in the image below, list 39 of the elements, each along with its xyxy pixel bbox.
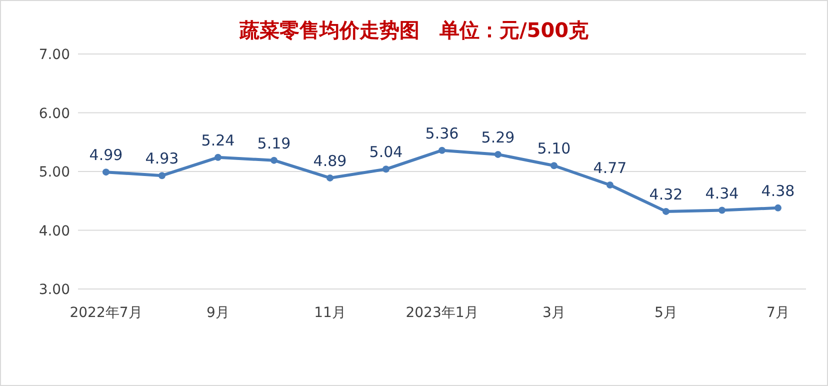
data-label: 4.38 bbox=[761, 182, 795, 200]
data-label: 4.99 bbox=[89, 146, 123, 164]
data-label: 5.36 bbox=[425, 124, 459, 142]
x-tick-label: 7月 bbox=[766, 305, 790, 321]
y-tick-label: 7.00 bbox=[38, 47, 70, 63]
chart-title: 蔬菜零售均价走势图 单位：元/500克 bbox=[238, 18, 589, 42]
point bbox=[718, 206, 726, 214]
point bbox=[382, 166, 390, 173]
x-tick-label: 2023年1月 bbox=[406, 305, 478, 321]
data-label: 4.77 bbox=[593, 159, 627, 178]
point bbox=[214, 154, 222, 161]
point bbox=[774, 204, 782, 212]
x-tick-label: 2022年7月 bbox=[70, 305, 142, 321]
point bbox=[494, 150, 502, 158]
point bbox=[102, 168, 110, 176]
point bbox=[270, 156, 278, 164]
x-tick-label: 9月 bbox=[206, 305, 230, 321]
point bbox=[158, 172, 166, 180]
data-label: 5.04 bbox=[369, 143, 403, 162]
data-label: 5.29 bbox=[481, 128, 515, 146]
data-label: 5.19 bbox=[257, 134, 291, 152]
y-tick-label: 6.00 bbox=[38, 106, 70, 122]
data-label: 5.24 bbox=[201, 131, 235, 150]
x-tick-label: 3月 bbox=[542, 305, 566, 321]
data-label: 4.93 bbox=[145, 150, 179, 168]
x-tick-label: 11月 bbox=[314, 305, 346, 321]
data-label: 4.89 bbox=[313, 152, 347, 170]
y-tick-label: 4.00 bbox=[38, 223, 70, 240]
y-tick-label: 3.00 bbox=[38, 282, 70, 298]
y-tick-label: 5.00 bbox=[38, 164, 70, 180]
point bbox=[662, 208, 670, 215]
point bbox=[326, 174, 334, 182]
data-label: 4.32 bbox=[649, 185, 683, 204]
data-label: 5.10 bbox=[537, 140, 571, 158]
point bbox=[550, 162, 558, 170]
x-tick-label: 5月 bbox=[654, 305, 678, 321]
point bbox=[606, 182, 614, 189]
point bbox=[438, 146, 446, 154]
data-label: 4.34 bbox=[705, 184, 739, 202]
